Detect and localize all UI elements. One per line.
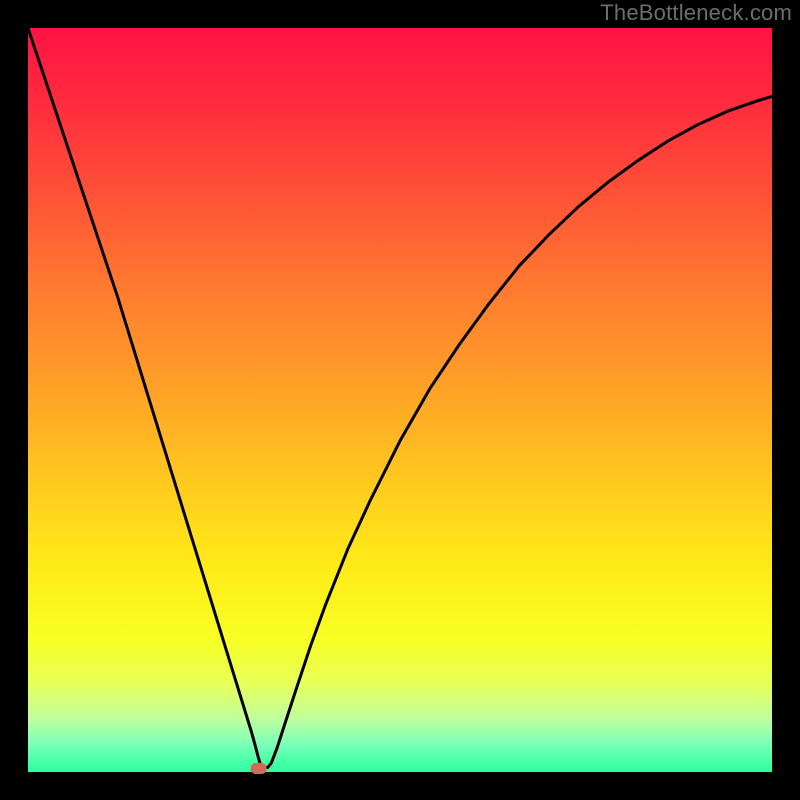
bottleneck-chart <box>0 0 800 800</box>
chart-stage: TheBottleneck.com <box>0 0 800 800</box>
optimum-marker <box>251 763 267 774</box>
plot-background <box>28 28 772 772</box>
